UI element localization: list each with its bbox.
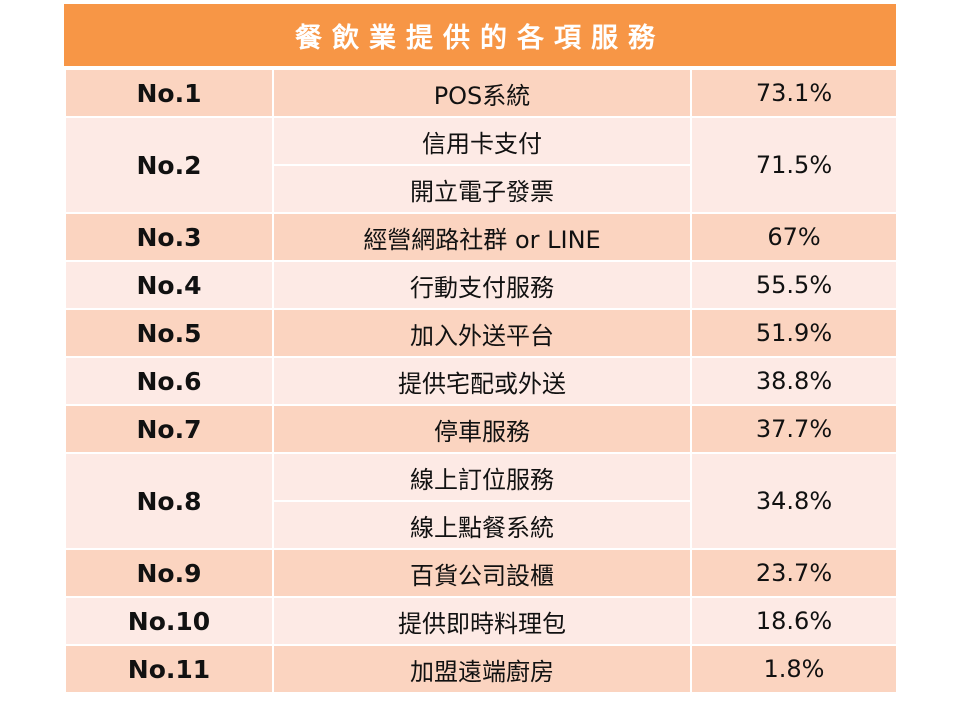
table-row: No.10 提供即時料理包 18.6% <box>64 596 898 646</box>
service-cell: 百貨公司設櫃 <box>272 548 692 598</box>
service-cell: 線上點餐系統 <box>272 500 692 550</box>
rank-cell: No.4 <box>64 260 274 310</box>
rank-cell: No.5 <box>64 308 274 358</box>
percentage-cell: 37.7% <box>690 404 898 454</box>
table-title: 餐飲業提供的各項服務 <box>64 4 896 68</box>
table-row: No.8 線上訂位服務 34.8% <box>64 452 898 550</box>
percentage-cell: 51.9% <box>690 308 898 358</box>
percentage-cell: 67% <box>690 212 898 262</box>
rank-cell: No.8 <box>64 452 274 550</box>
table-row: No.11 加盟遠端廚房 1.8% <box>64 644 898 694</box>
service-cell: 信用卡支付 <box>272 116 692 166</box>
rank-cell: No.2 <box>64 116 274 214</box>
table-row: No.6 提供宅配或外送 38.8% <box>64 356 898 406</box>
table-row: No.2 信用卡支付 71.5% <box>64 116 898 214</box>
service-cell: 經營網路社群 or LINE <box>272 212 692 262</box>
table-row: No.9 百貨公司設櫃 23.7% <box>64 548 898 598</box>
percentage-cell: 55.5% <box>690 260 898 310</box>
percentage-cell: 18.6% <box>690 596 898 646</box>
table-row: 線上點餐系統 <box>65 500 897 550</box>
service-cell: POS系統 <box>272 68 692 118</box>
rank-cell: No.11 <box>64 644 274 694</box>
percentage-cell: 34.8% <box>690 452 898 550</box>
rank-cell: No.1 <box>64 68 274 118</box>
service-cell: 停車服務 <box>272 404 692 454</box>
table-row: No.5 加入外送平台 51.9% <box>64 308 898 358</box>
ranking-table: No.1 POS系統 73.1% No.2 信用卡支付 71.5% 開立電子發票 No.3 經營… <box>64 68 898 694</box>
service-cell: 線上訂位服務 <box>272 452 692 502</box>
percentage-cell: 73.1% <box>690 68 898 118</box>
table-row: No.3 經營網路社群 or LINE 67% <box>64 212 898 262</box>
percentage-cell: 23.7% <box>690 548 898 598</box>
services-table: 餐飲業提供的各項服務 No.1 POS系統 73.1% No.2 信用卡支付 71.5% 開… <box>64 4 898 720</box>
service-cell: 行動支付服務 <box>272 260 692 310</box>
service-cell: 加入外送平台 <box>272 308 692 358</box>
percentage-cell: 38.8% <box>690 356 898 406</box>
table-row: No.1 POS系統 73.1% <box>64 68 898 118</box>
service-cell: 加盟遠端廚房 <box>272 644 692 694</box>
service-cell: 開立電子發票 <box>272 164 692 214</box>
table-row: No.7 停車服務 37.7% <box>64 404 898 454</box>
rank-cell: No.3 <box>64 212 274 262</box>
service-cell: 提供即時料理包 <box>272 596 692 646</box>
table-body: No.1 POS系統 73.1% No.2 信用卡支付 71.5% 開立電子發票 No.3 經營… <box>64 68 898 694</box>
rank-cell: No.10 <box>64 596 274 646</box>
service-cell: 提供宅配或外送 <box>272 356 692 406</box>
rank-cell: No.7 <box>64 404 274 454</box>
percentage-cell: 71.5% <box>690 116 898 214</box>
rank-cell: No.9 <box>64 548 274 598</box>
rank-cell: No.6 <box>64 356 274 406</box>
table-row: No.4 行動支付服務 55.5% <box>64 260 898 310</box>
percentage-cell: 1.8% <box>690 644 898 694</box>
table-row: 開立電子發票 <box>65 164 897 214</box>
